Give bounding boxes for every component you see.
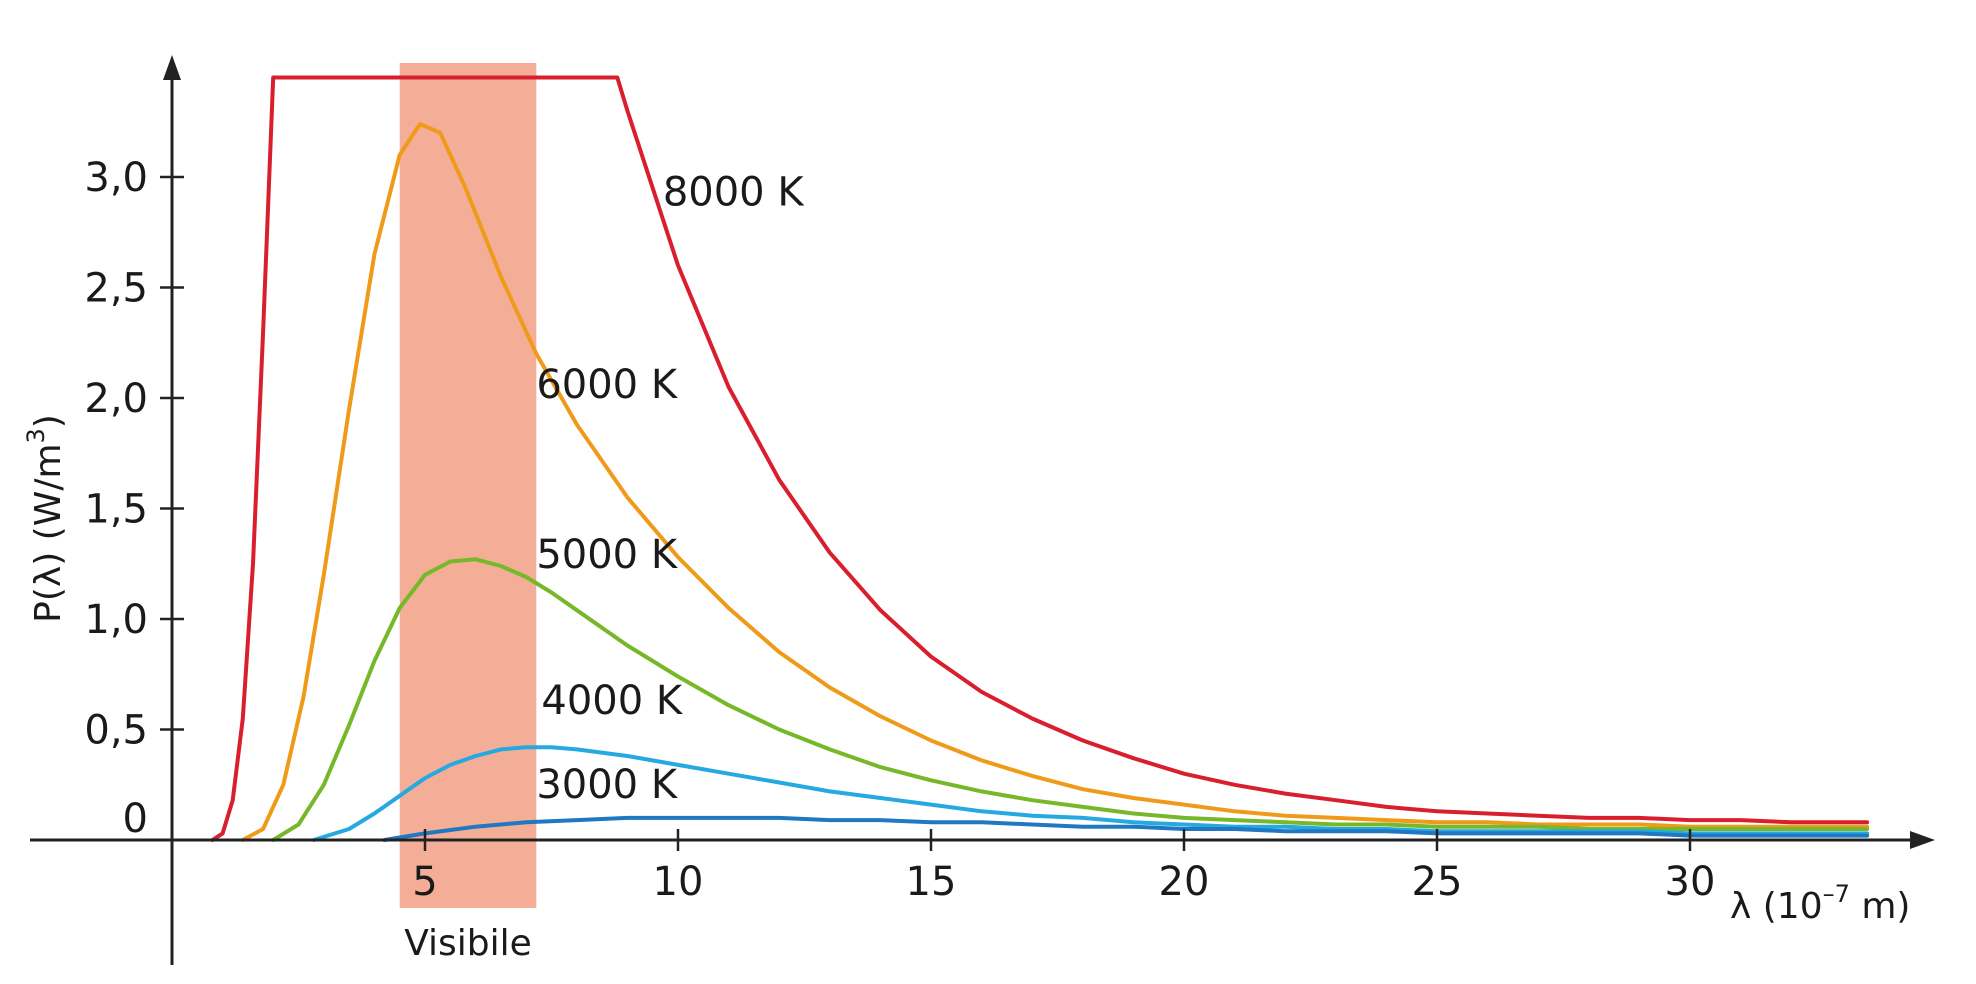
curves-group: [210, 75, 1870, 842]
curve-4000k: [311, 745, 1870, 842]
x-tick-label: 25: [1412, 859, 1463, 905]
visible-band: [399, 63, 537, 908]
curve-label-4000k: 4000 K: [541, 678, 684, 724]
y-tick-label: 2,5: [84, 266, 148, 312]
curve-label-6000k: 6000 K: [536, 362, 679, 408]
curve-6000k: [240, 122, 1870, 842]
x-tick-label: 15: [906, 859, 957, 905]
y-tick-label: 0: [123, 796, 148, 842]
curve-label-3000k: 3000 K: [536, 762, 679, 808]
x-axis-arrow: [1910, 831, 1935, 849]
x-tick-label: 5: [412, 859, 437, 905]
y-tick-label: 1,0: [84, 597, 148, 643]
visible-band-label: Visibile: [404, 923, 532, 964]
y-tick-label: 0,5: [84, 708, 148, 754]
curve-label-5000k: 5000 K: [536, 532, 679, 578]
y-axis-label: P(λ) (W/m3): [22, 414, 69, 623]
x-axis-label: λ (10–7 m): [1730, 880, 1910, 927]
y-ticks-group: 0 0,5 1,0 1,5 2,0 2,5 3,0: [84, 155, 184, 842]
curve-3000k: [382, 815, 1870, 842]
y-tick-label: 3,0: [84, 155, 148, 201]
x-ticks-group: 5 10 15 20 25 30: [412, 829, 1715, 905]
curve-5000k: [271, 557, 1870, 842]
x-tick-label: 30: [1665, 859, 1716, 905]
x-tick-label: 10: [653, 859, 704, 905]
x-tick-label: 20: [1159, 859, 1210, 905]
curve-labels-group: 8000 K 6000 K 5000 K 4000 K 3000 K: [536, 170, 805, 808]
y-tick-label: 2,0: [84, 376, 148, 422]
curve-8000k: [210, 75, 1870, 842]
curve-label-8000k: 8000 K: [663, 170, 806, 216]
y-tick-label: 1,5: [84, 487, 148, 533]
y-axis-arrow: [163, 55, 181, 80]
